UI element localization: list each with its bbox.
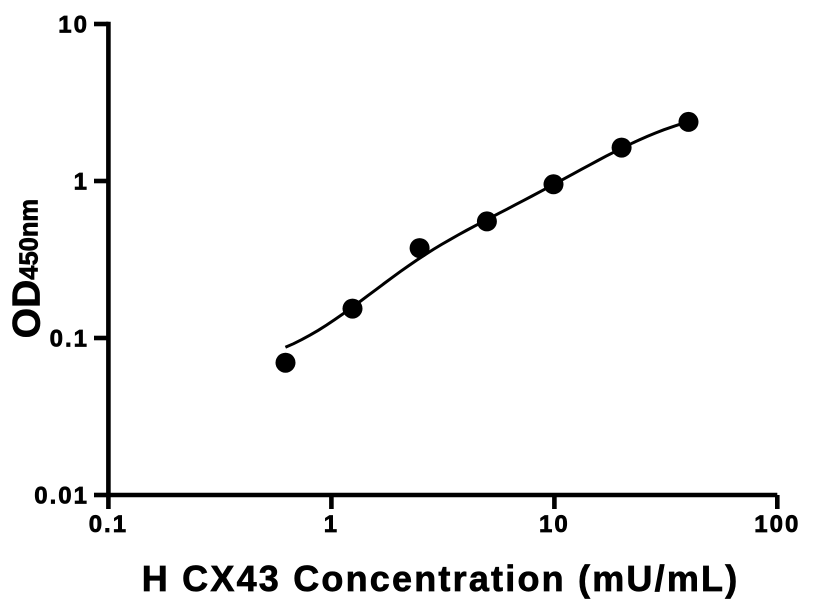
svg-text:H CX43 Concentration (mU/mL): H CX43 Concentration (mU/mL) xyxy=(142,558,740,599)
svg-text:0.1: 0.1 xyxy=(50,326,89,353)
svg-text:0.01: 0.01 xyxy=(34,483,89,510)
svg-text:100: 100 xyxy=(754,511,800,538)
svg-text:1: 1 xyxy=(74,169,89,196)
svg-text:OD450nm: OD450nm xyxy=(6,199,49,338)
svg-text:1: 1 xyxy=(324,511,339,538)
svg-text:10: 10 xyxy=(539,511,570,538)
svg-text:10: 10 xyxy=(58,12,89,39)
svg-text:0.1: 0.1 xyxy=(89,511,128,538)
